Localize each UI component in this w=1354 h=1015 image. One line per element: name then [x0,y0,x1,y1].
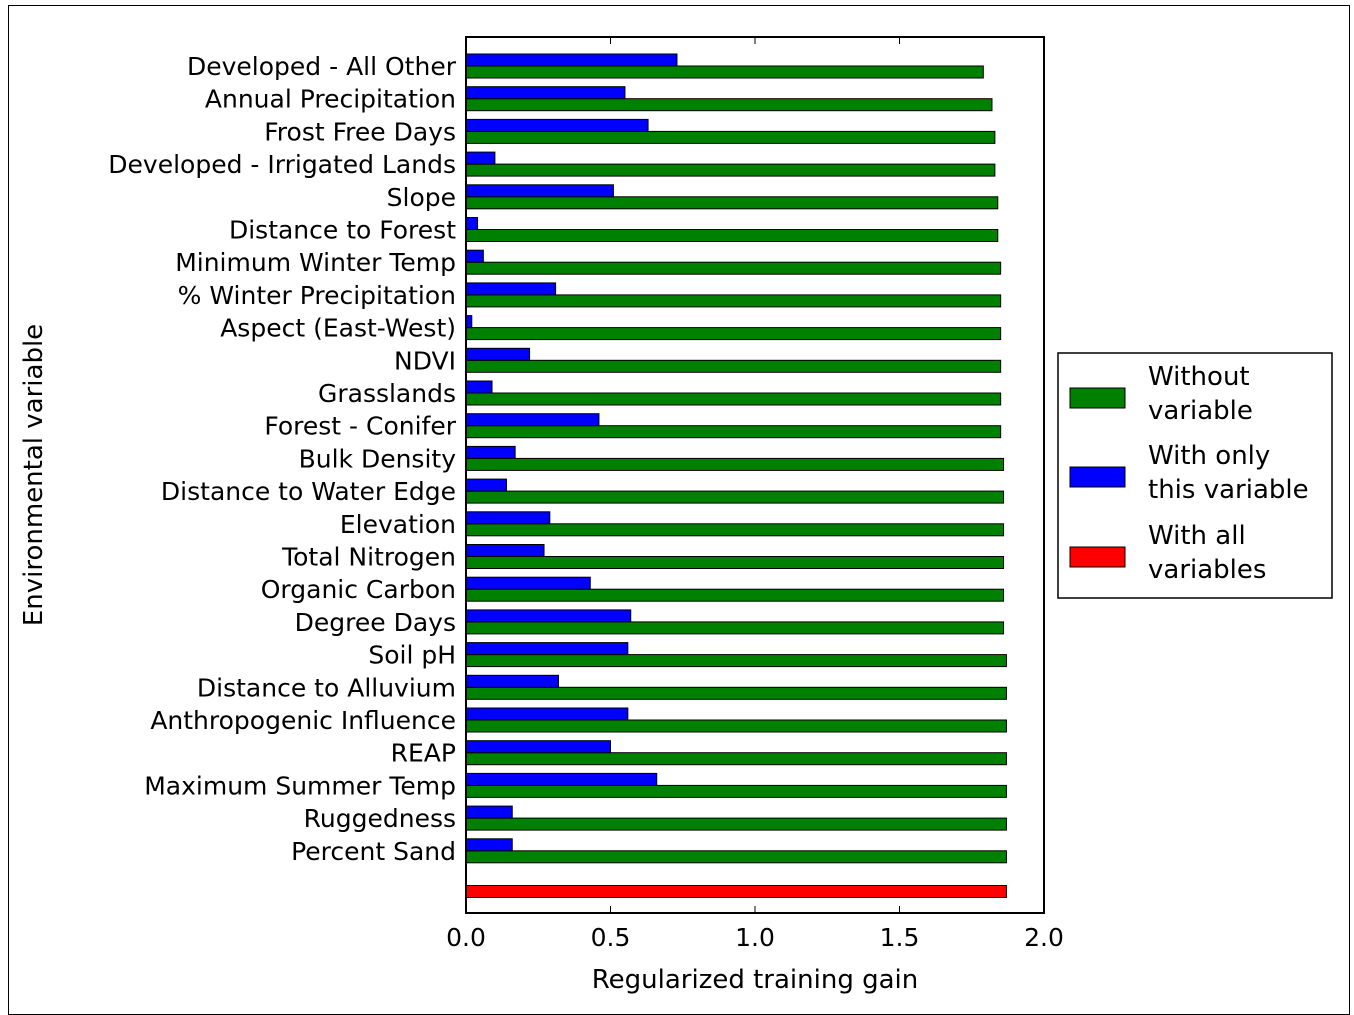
bar-without-variable [465,130,996,144]
y-axis-title: Environmental variable [19,324,49,626]
y-tick-label: Forest - Conifer [264,412,456,441]
bar-without-variable [465,556,1005,569]
legend-label: With all [1148,521,1246,551]
bar-without-variable [465,850,1007,864]
x-tick-label: 0.5 [591,923,631,952]
legend-swatch [1069,387,1126,409]
bar-without-variable [465,359,1002,373]
bar-with-only-variable [465,217,479,230]
bar-with-only-variable [465,282,557,296]
bar-with-only-variable [465,347,531,361]
bar-without-variable [465,261,1002,275]
x-axis-title: Regularized training gain [592,965,919,995]
legend-label: this variable [1148,475,1309,505]
legend-label: variables [1148,555,1266,585]
y-tick-label: % Winter Precipitation [178,281,456,310]
legend-swatch [1069,546,1126,568]
y-tick-label: Soil pH [368,641,456,670]
y-tick-label: Minimum Winter Temp [175,248,456,277]
y-tick-label: Organic Carbon [261,575,456,604]
y-tick-label: Anthropogenic Influence [150,706,456,735]
bar-without-variable [465,392,1002,406]
bars-layer [465,53,1007,898]
x-tick-label: 1.5 [880,923,920,952]
y-tick-label: Slope [387,183,456,212]
y-tick-label: Frost Free Days [264,117,456,146]
bar-with-only-variable [465,609,632,623]
bar-without-variable [465,65,984,79]
bar-with-only-variable [465,838,513,852]
x-tick-label: 0.0 [446,923,486,952]
bar-with-only-variable [465,740,611,754]
bar-without-variable [465,229,999,242]
bar-without-variable [465,523,1005,537]
bar-with-only-variable [465,707,629,721]
y-tick-label: Developed - All Other [187,52,457,81]
bar-with-only-variable [465,151,496,165]
bar-with-only-variable [465,642,629,656]
bar-with-only-variable [465,86,626,100]
bar-with-only-variable [465,805,513,819]
legend-label: With only [1148,441,1270,471]
bar-with-only-variable [465,249,484,263]
y-tick-label: Maximum Summer Temp [144,771,456,800]
bar-with-only-variable [465,772,658,786]
bar-without-variable [465,457,1005,471]
bar-without-variable [465,163,996,177]
bar-with-only-variable [465,413,600,427]
y-tick-label: Distance to Forest [229,216,456,245]
y-tick-label: REAP [391,739,456,768]
bar-with-only-variable [465,118,649,132]
y-tick-label: Grasslands [318,379,456,408]
bar-with-only-variable [465,380,493,394]
y-tick-label: Distance to Water Edge [161,477,456,506]
bar-without-variable [465,784,1007,798]
bar-with-only-variable [465,674,559,688]
y-tick-label: Percent Sand [291,837,456,866]
bar-without-variable [465,196,999,210]
ticks-layer: Developed - All Other Annual Precipitatio… [108,37,1064,952]
y-tick-label: Aspect (East-West) [220,314,456,343]
bar-without-variable [465,98,993,112]
bar-without-variable [465,425,1002,439]
x-tick-label: 1.0 [735,923,775,952]
bar-with-only-variable [465,544,545,557]
y-tick-label: Ruggedness [304,804,456,833]
x-tick-label: 2.0 [1024,923,1064,952]
bar-without-variable [465,752,1007,766]
legend-label: variable [1148,396,1253,426]
bar-with-only-variable [465,445,516,459]
y-tick-label: NDVI [394,346,456,375]
bar-without-variable [465,719,1007,733]
legend-swatch [1069,466,1126,488]
bar-without-variable [465,686,1007,700]
legend-label: Without [1148,362,1250,392]
bar-with-only-variable [465,478,507,492]
bar-without-variable [465,490,1005,504]
y-tick-label: Distance to Alluvium [197,673,456,702]
bar-without-variable [465,817,1007,831]
y-tick-label: Total Nitrogen [281,543,456,572]
bar-with-all-variables [465,885,1007,898]
bar-with-only-variable [465,576,591,590]
legend: Without variable With only this variable Wit… [1057,352,1333,599]
y-tick-label: Developed - Irrigated Lands [108,150,456,179]
bar-without-variable [465,294,1002,308]
y-tick-label: Degree Days [295,608,456,637]
y-tick-label: Elevation [340,510,456,539]
bar-without-variable [465,621,1005,635]
bar-without-variable [465,654,1007,668]
y-tick-label: Bulk Density [299,444,457,473]
bar-with-only-variable [465,511,551,525]
y-tick-label: Annual Precipitation [205,85,456,114]
bar-without-variable [465,327,1002,341]
bar-with-only-variable [465,53,678,67]
bar-with-only-variable [465,184,614,198]
bar-without-variable [465,588,1005,602]
